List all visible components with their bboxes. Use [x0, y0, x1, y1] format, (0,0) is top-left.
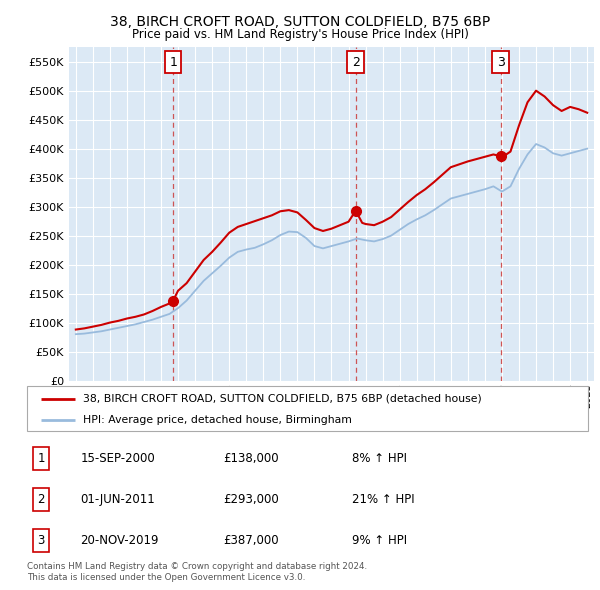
- Text: 01-JUN-2011: 01-JUN-2011: [80, 493, 155, 506]
- Text: 15-SEP-2000: 15-SEP-2000: [80, 452, 155, 465]
- FancyBboxPatch shape: [27, 386, 588, 431]
- Text: 3: 3: [497, 55, 505, 68]
- Text: This data is licensed under the Open Government Licence v3.0.: This data is licensed under the Open Gov…: [27, 573, 305, 582]
- Text: HPI: Average price, detached house, Birmingham: HPI: Average price, detached house, Birm…: [83, 415, 352, 425]
- Text: 1: 1: [169, 55, 177, 68]
- Text: 2: 2: [352, 55, 359, 68]
- Text: 1: 1: [37, 452, 45, 465]
- Text: 20-NOV-2019: 20-NOV-2019: [80, 534, 159, 547]
- Text: 9% ↑ HPI: 9% ↑ HPI: [352, 534, 407, 547]
- Text: £138,000: £138,000: [223, 452, 279, 465]
- Text: Contains HM Land Registry data © Crown copyright and database right 2024.: Contains HM Land Registry data © Crown c…: [27, 562, 367, 571]
- Text: £293,000: £293,000: [223, 493, 279, 506]
- Text: 38, BIRCH CROFT ROAD, SUTTON COLDFIELD, B75 6BP: 38, BIRCH CROFT ROAD, SUTTON COLDFIELD, …: [110, 15, 490, 29]
- Text: 2: 2: [37, 493, 45, 506]
- Text: 8% ↑ HPI: 8% ↑ HPI: [352, 452, 407, 465]
- Text: 38, BIRCH CROFT ROAD, SUTTON COLDFIELD, B75 6BP (detached house): 38, BIRCH CROFT ROAD, SUTTON COLDFIELD, …: [83, 394, 482, 404]
- Text: £387,000: £387,000: [223, 534, 279, 547]
- Text: 3: 3: [37, 534, 45, 547]
- Text: Price paid vs. HM Land Registry's House Price Index (HPI): Price paid vs. HM Land Registry's House …: [131, 28, 469, 41]
- Text: 21% ↑ HPI: 21% ↑ HPI: [352, 493, 415, 506]
